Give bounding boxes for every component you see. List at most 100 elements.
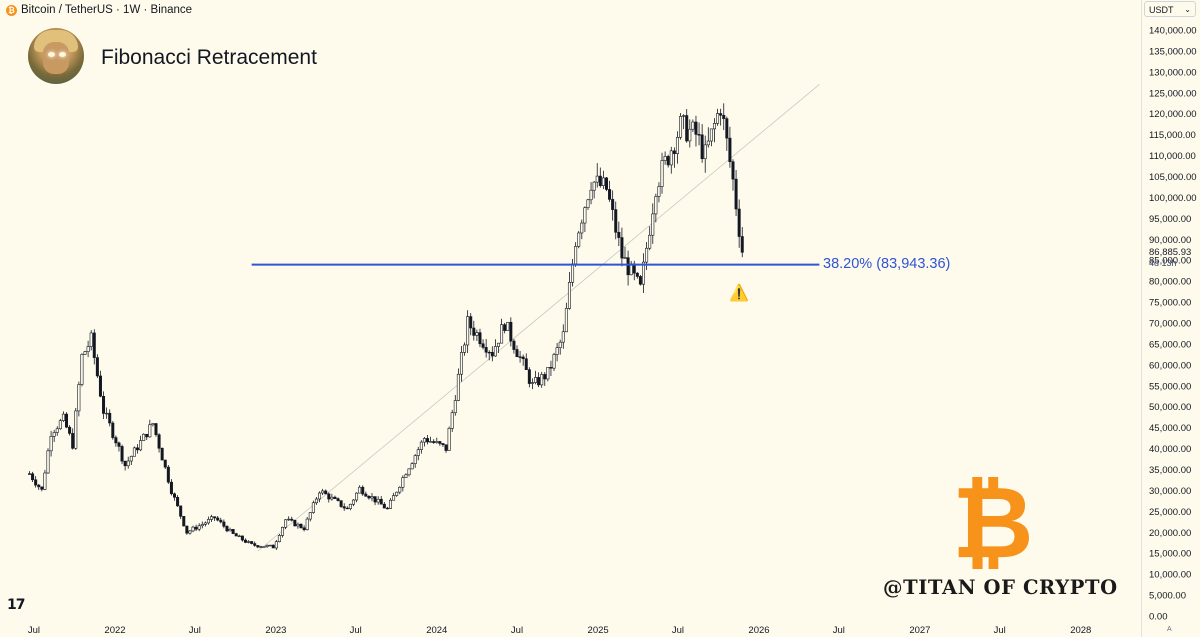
candle-body (694, 121, 698, 135)
candle-body (117, 442, 121, 447)
candle-body (540, 374, 544, 386)
candle-body (697, 134, 701, 136)
candle-body (407, 468, 411, 476)
candle-body (216, 517, 220, 521)
candle-body (188, 530, 192, 534)
candle-body (71, 433, 75, 449)
candle-body (370, 496, 374, 499)
x-tick-label: 2023 (265, 625, 286, 636)
candle-body (555, 347, 559, 355)
y-tick-label: 80,000.00 (1149, 277, 1191, 288)
candle-body (604, 177, 608, 190)
candle-body (688, 128, 692, 142)
candle-body (416, 449, 420, 456)
candle-body (459, 352, 463, 375)
candle-body (213, 516, 217, 519)
candle-body (52, 432, 56, 437)
y-tick-label: 45,000.00 (1149, 423, 1191, 434)
candle-body (111, 422, 115, 438)
symbol-title: Bitcoin / TetherUS · 1W · Binance (21, 4, 193, 16)
candle-body (700, 134, 704, 160)
candle-body (441, 443, 445, 446)
candle-body (426, 438, 430, 443)
candle-body (592, 181, 596, 191)
candle-body (475, 332, 479, 336)
currency-select[interactable]: USDT ⌄ (1144, 1, 1196, 17)
candle-body (83, 351, 87, 355)
candle-body (293, 519, 297, 527)
candle-body (173, 493, 177, 498)
candle-body (469, 316, 473, 329)
candle-body (635, 272, 639, 277)
fib-level-label[interactable]: 38.20% (83,943.36) (823, 256, 951, 272)
candle-body (716, 113, 720, 124)
x-tick-label: Jul (28, 625, 40, 636)
candle-body (243, 539, 247, 543)
candle-body (595, 175, 599, 183)
candle-body (154, 423, 158, 436)
candle-body (484, 347, 488, 353)
candle-body (31, 473, 35, 481)
candle-body (589, 189, 593, 201)
avatar-face (43, 42, 69, 74)
candle-body (148, 424, 152, 438)
candle-body (382, 503, 386, 509)
candle-body (503, 324, 507, 331)
candle-body (679, 116, 683, 138)
candle-body (80, 354, 84, 385)
candle-body (34, 479, 38, 486)
candle-body (311, 502, 315, 513)
candle-body (333, 496, 337, 499)
page-title: Fibonacci Retracement (101, 46, 317, 69)
candle-body (302, 527, 306, 531)
x-tick-label: Jul (350, 625, 362, 636)
y-tick-label: 135,000.00 (1149, 46, 1197, 57)
candle-body (493, 346, 497, 357)
candle-body (151, 423, 155, 426)
symbol-header[interactable]: ₿ Bitcoin / TetherUS · 1W · Binance (6, 2, 192, 18)
candle-body (169, 481, 173, 495)
y-tick-label: 5,000.00 (1149, 591, 1186, 602)
candle-body (296, 523, 300, 527)
candle-body (429, 441, 433, 443)
candles (27, 103, 744, 551)
candle-body (197, 525, 201, 530)
tradingview-logo[interactable]: 17 (7, 597, 26, 613)
candle-body (527, 369, 531, 384)
candle-body (89, 332, 93, 347)
candle-body (586, 199, 590, 208)
candle-body (410, 463, 414, 470)
trendline-line[interactable] (257, 84, 820, 552)
candle-body (626, 257, 630, 276)
candle-body (561, 331, 565, 343)
warning-icon[interactable]: ⚠️ (729, 285, 749, 302)
candle-body (284, 519, 288, 528)
candle-body (685, 115, 689, 142)
x-axis-ticks: Jul 2022 Jul 2023 Jul 2024 Jul 2025 Jul 2026 Jul 20… (28, 625, 1092, 636)
y-tick-label: 70,000.00 (1149, 319, 1191, 330)
candle-body (500, 324, 504, 344)
candle-body (287, 518, 291, 521)
candle-body (395, 491, 399, 496)
candle-body (179, 505, 183, 517)
x-tick-label: 2027 (909, 625, 930, 636)
watermark: @TITAN OF CRYPTO (883, 576, 1118, 599)
candle-body (574, 246, 578, 265)
candle-body (98, 375, 102, 397)
candle-body (534, 377, 538, 383)
candle-body (663, 156, 667, 161)
x-tick-label: Jul (672, 625, 684, 636)
candle-body (253, 543, 257, 546)
candle-body (601, 177, 605, 186)
x-tick-label: 2028 (1070, 625, 1091, 636)
candle-body (46, 450, 50, 474)
candle-body (537, 377, 541, 386)
bitcoin-logo: ₿ (952, 464, 1034, 581)
auto-scale-button[interactable]: A (1167, 626, 1172, 633)
candle-body (191, 526, 195, 532)
candle-body (68, 426, 72, 434)
candle-body (660, 160, 664, 187)
candle-body (564, 308, 568, 333)
bitcoin-icon: ₿ (6, 4, 17, 16)
